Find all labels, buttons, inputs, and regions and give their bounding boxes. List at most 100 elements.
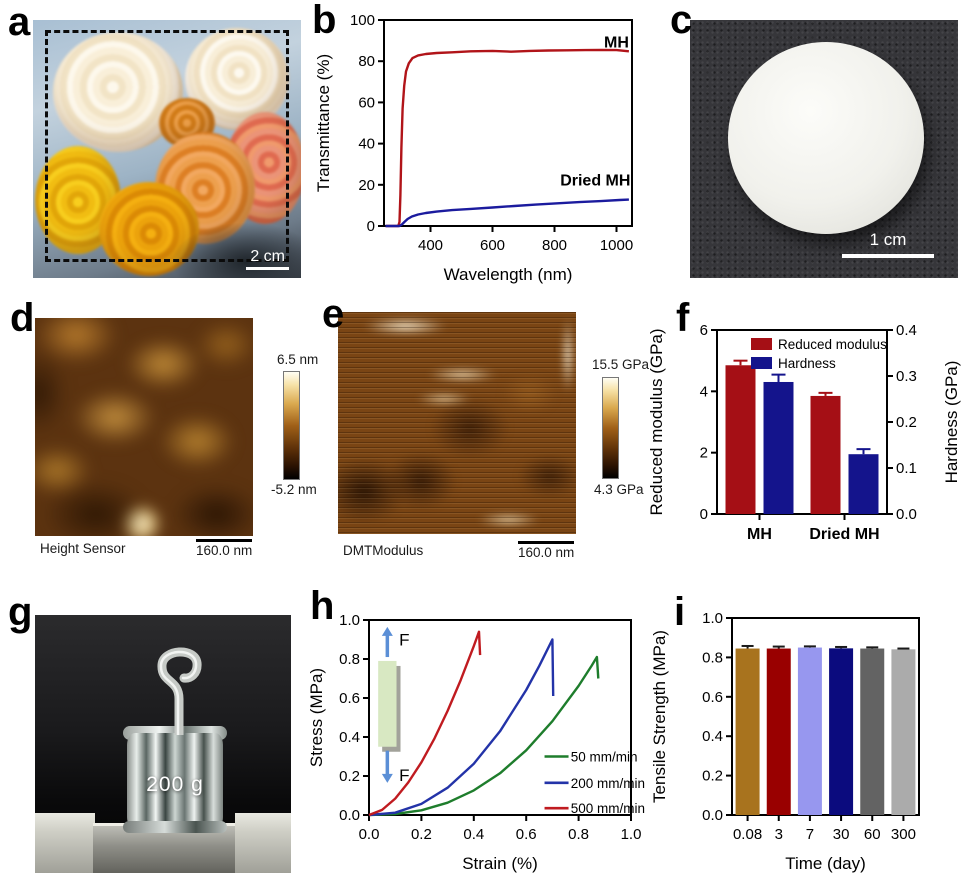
force-arrow-up-head	[381, 626, 393, 636]
bar-3	[766, 648, 791, 815]
svg-text:2: 2	[700, 445, 708, 462]
dmt-modulus-image	[338, 312, 576, 534]
panel-label-h: h	[310, 584, 335, 628]
svg-text:60: 60	[864, 826, 881, 843]
bar-30	[829, 648, 854, 815]
svg-text:0.2: 0.2	[339, 768, 360, 785]
svg-text:600: 600	[480, 237, 505, 254]
bar-Dried MH-Reduced modulus	[810, 395, 841, 514]
panel-label-f: f	[676, 296, 690, 340]
legend-label-Reduced modulus: Reduced modulus	[778, 337, 887, 352]
legend-label-500 mm/min: 500 mm/min	[571, 801, 645, 816]
legend-label-200 mm/min: 200 mm/min	[571, 776, 645, 791]
scale-bar-1cm-line	[842, 254, 934, 258]
svg-text:80: 80	[358, 53, 375, 70]
scale-bar-2cm: 2 cm	[246, 248, 289, 270]
svg-text:0.3: 0.3	[896, 368, 917, 385]
svg-text:0: 0	[700, 506, 708, 523]
svg-text:0.6: 0.6	[702, 689, 723, 706]
scale-bar-1cm-label: 1 cm	[869, 230, 907, 249]
tensile-strength-bar-chart: 0.0 0.2 0.4 0.6 0.8 1.0 Time (day) Tensile Stre…	[650, 610, 920, 873]
series-line-500 mm/min	[368, 630, 482, 817]
x-axis-label: Time (day)	[785, 854, 866, 873]
legend-swatch-Reduced modulus	[751, 338, 772, 350]
y2-axis-label: Hardness (GPa)	[942, 361, 961, 484]
dmt-modulus-scalebar: 160.0 nm	[518, 541, 575, 560]
plot-frame	[731, 617, 920, 816]
svg-text:40: 40	[358, 136, 375, 153]
svg-text:0.4: 0.4	[702, 728, 723, 745]
force-label-top: F	[399, 631, 409, 650]
x-axis-label: Strain (%)	[462, 854, 538, 873]
panel-label-b: b	[312, 0, 337, 42]
series-line-50 mm/min	[368, 655, 600, 817]
height-colorbar-max: 6.5 nm	[277, 352, 319, 367]
svg-text:6: 6	[700, 322, 708, 339]
svg-text:0.0: 0.0	[359, 826, 380, 843]
bar-60	[860, 648, 885, 815]
panel-label-a: a	[8, 0, 31, 44]
svg-text:0.0: 0.0	[702, 807, 723, 824]
svg-text:0.2: 0.2	[896, 414, 917, 431]
svg-text:300: 300	[891, 826, 916, 843]
afm-height-image	[35, 318, 253, 536]
curve-label-MH: MH	[604, 35, 629, 52]
svg-text:800: 800	[542, 237, 567, 254]
svg-text:400: 400	[418, 237, 443, 254]
panel-label-c: c	[670, 0, 693, 42]
bar-MH-Hardness	[763, 381, 794, 514]
y-axis-label: Tensile Strength (MPa)	[650, 630, 669, 803]
bar-7	[797, 647, 822, 815]
svg-text:0.8: 0.8	[339, 651, 360, 668]
panel-label-e: e	[322, 292, 345, 336]
glass-block-left	[35, 813, 95, 873]
modulus-hardness-bar-chart: 0 2 4 6 0.0 0.1 0.2 0.3 0.4 Reduced modulus (GPa)…	[647, 322, 961, 543]
bar-0.08	[735, 648, 760, 815]
y-axis-label: Reduced modulus (GPa)	[647, 328, 666, 515]
panel-label-g: g	[8, 590, 33, 634]
svg-text:30: 30	[833, 826, 850, 843]
svg-text:20: 20	[358, 177, 375, 194]
roses-photo: 2 cm	[33, 20, 301, 278]
panel-label-d: d	[10, 296, 35, 340]
svg-text:0.6: 0.6	[339, 690, 360, 707]
category-label-MH: MH	[747, 526, 772, 543]
afm-height-caption: Height Sensor	[40, 541, 126, 556]
svg-text:1.0: 1.0	[621, 826, 642, 843]
category-label-Dried MH: Dried MH	[809, 526, 879, 543]
svg-text:0.4: 0.4	[463, 826, 484, 843]
height-colorbar	[283, 371, 300, 480]
svg-text:1000: 1000	[600, 237, 633, 254]
series-line-Dried MH	[385, 198, 629, 228]
dmt-modulus-texture	[338, 312, 576, 534]
weight-cylinder	[127, 733, 223, 829]
bar-300	[891, 649, 916, 815]
legend-label-Hardness: Hardness	[778, 356, 836, 371]
modulus-colorbar-max: 15.5 GPa	[592, 357, 650, 372]
plot-frame	[383, 19, 633, 227]
svg-text:0.2: 0.2	[702, 768, 723, 785]
stress-strain-chart: 0.0 0.2 0.4 0.6 0.8 1.0 0.0 0.2 0.4 0.6 0.8 1.0 Stra…	[307, 612, 645, 873]
svg-text:0.08: 0.08	[733, 826, 762, 843]
svg-text:1.0: 1.0	[702, 610, 723, 627]
svg-text:100: 100	[350, 12, 375, 29]
modulus-colorbar	[602, 377, 619, 479]
weight-base-flange	[123, 821, 227, 833]
white-membrane-disk	[728, 42, 924, 234]
y-axis-label: Transmittance (%)	[314, 54, 333, 192]
bar-MH-Reduced modulus	[725, 365, 756, 514]
panel-label-i: i	[674, 590, 686, 634]
x-axis-label: Wavelength (nm)	[444, 265, 573, 284]
glass-block-right	[235, 813, 291, 873]
svg-text:4: 4	[700, 383, 708, 400]
transmittance-chart: 400 600 800 1000 0 20 40 60 80 100 Wavelength (nm)…	[314, 12, 633, 284]
membrane-disk-photo: 1 cm	[690, 20, 958, 278]
svg-text:7: 7	[806, 826, 814, 843]
svg-text:0.8: 0.8	[702, 649, 723, 666]
afm-height-texture	[35, 318, 253, 536]
svg-text:0: 0	[367, 218, 375, 235]
svg-text:0.6: 0.6	[516, 826, 537, 843]
afm-height-scalebar: 160.0 nm	[196, 539, 253, 558]
curve-label-Dried MH: Dried MH	[560, 173, 630, 190]
svg-text:1.0: 1.0	[339, 612, 360, 629]
